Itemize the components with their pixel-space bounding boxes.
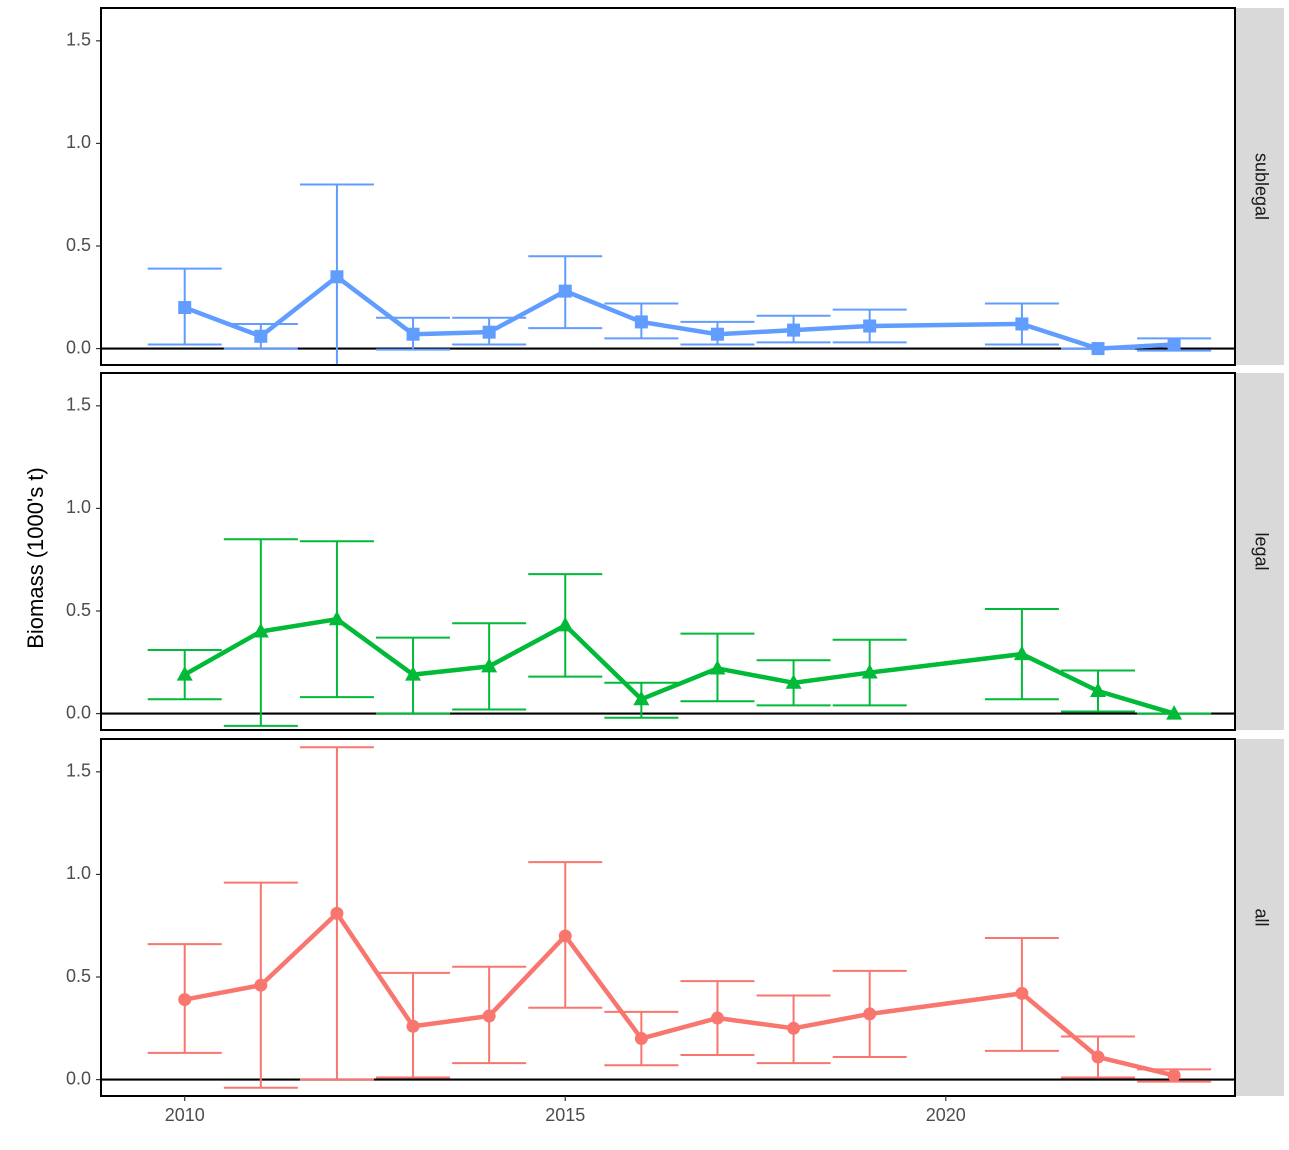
facet-sublegal-panel: sublegal 0.0 0.5 1.0 1.5 <box>66 7 1284 366</box>
y-tick-label: 1.0 <box>66 497 91 517</box>
data-point-2013 <box>405 666 422 681</box>
facet-legal-panel: legal 0.0 0.5 1.0 1.5 <box>66 372 1284 731</box>
facet-legal-plot-area <box>101 538 1235 727</box>
y-tick-label: 0.0 <box>66 337 91 357</box>
y-tick-label: 0.5 <box>66 966 91 986</box>
y-tick-label: 0.5 <box>66 600 91 620</box>
data-point-2019 <box>861 664 878 679</box>
data-point-2011 <box>252 623 269 638</box>
y-tick-label: 0.0 <box>66 702 91 722</box>
data-point-2013 <box>406 1019 420 1033</box>
data-point-2012 <box>330 270 344 284</box>
facet-all-plot-area <box>101 746 1235 1089</box>
data-point-2012 <box>330 906 344 920</box>
data-point-2019 <box>863 319 877 333</box>
data-point-2022 <box>1091 342 1105 356</box>
data-point-2015 <box>558 929 572 943</box>
facet-sublegal-strip-label: sublegal <box>1251 153 1271 220</box>
data-point-2017 <box>710 327 724 341</box>
facet-sublegal-border <box>100 7 1236 366</box>
data-point-2014 <box>482 325 496 339</box>
data-point-2022 <box>1091 1050 1105 1064</box>
facet-all-strip-label: all <box>1251 908 1271 926</box>
data-point-2015 <box>558 284 572 298</box>
facet-legal-strip-label: legal <box>1251 532 1271 570</box>
y-tick-label: 1.0 <box>66 863 91 883</box>
data-point-2017 <box>710 1011 724 1025</box>
y-tick-label: 0.5 <box>66 235 91 255</box>
x-tick-label: 2010 <box>165 1105 205 1125</box>
facet-legal-strip <box>1236 373 1284 730</box>
y-tick-label: 1.5 <box>66 395 91 415</box>
data-point-2018 <box>787 323 801 337</box>
data-point-2023 <box>1167 337 1181 351</box>
data-point-2012 <box>328 610 345 626</box>
data-point-2023 <box>1167 1068 1181 1082</box>
data-point-2021 <box>1015 317 1029 331</box>
data-point-2021 <box>1013 645 1030 661</box>
y-tick-label: 1.0 <box>66 132 91 152</box>
data-point-2010 <box>178 301 192 315</box>
facet-legal-border <box>100 372 1236 731</box>
y-tick-label: 1.5 <box>66 761 91 781</box>
data-point-2014 <box>482 1009 496 1023</box>
data-point-2022 <box>1090 682 1107 698</box>
facet-all-border <box>100 738 1236 1097</box>
y-axis-title: Biomass (1000's t) <box>23 467 48 649</box>
data-point-2016 <box>634 315 648 329</box>
data-point-2010 <box>178 993 192 1007</box>
facet-all-strip <box>1236 739 1284 1096</box>
data-point-2023 <box>1166 705 1183 720</box>
y-tick-label: 0.0 <box>66 1068 91 1088</box>
data-point-2015 <box>557 616 574 632</box>
facet-all-panel: all 0.0 0.5 1.0 1.5 <box>66 738 1284 1097</box>
facet-sublegal-series-line <box>182 274 1177 351</box>
data-point-2016 <box>633 690 650 706</box>
data-point-2016 <box>634 1032 648 1046</box>
data-point-2011 <box>254 329 268 343</box>
data-point-2013 <box>406 327 420 341</box>
data-point-2018 <box>787 1021 801 1035</box>
data-point-2018 <box>785 674 802 689</box>
data-point-2011 <box>254 978 268 992</box>
data-point-2019 <box>863 1007 877 1021</box>
facet-sublegal-plot-area <box>101 183 1235 365</box>
data-point-2017 <box>709 659 726 675</box>
data-point-2021 <box>1015 986 1029 1000</box>
data-point-2014 <box>481 657 498 673</box>
facet-sublegal-strip <box>1236 8 1284 365</box>
x-tick-label: 2015 <box>545 1105 585 1125</box>
y-tick-label: 1.5 <box>66 30 91 50</box>
data-point-2010 <box>176 666 193 681</box>
x-tick-label: 2020 <box>926 1105 966 1125</box>
